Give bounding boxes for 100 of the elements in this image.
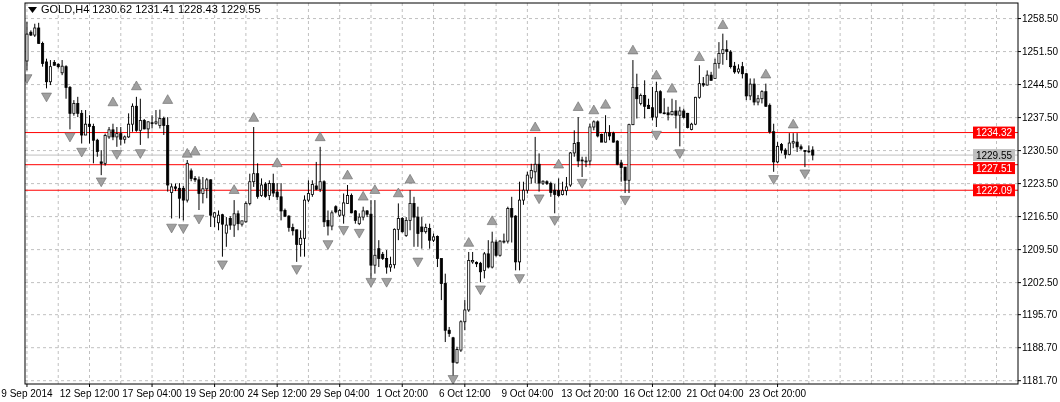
point [447, 375, 459, 384]
point [365, 278, 377, 288]
ref-line-label: 1222.09 [975, 184, 1013, 196]
candlestick [752, 77, 756, 106]
x-tick-label: 16 Oct 12:00 [623, 388, 682, 399]
candlestick [557, 177, 561, 198]
point [666, 83, 678, 93]
point [64, 132, 76, 143]
candlestick [224, 216, 228, 248]
point [322, 240, 334, 250]
point [291, 265, 303, 275]
point [193, 214, 205, 225]
point [178, 224, 189, 234]
candlestick [271, 173, 275, 198]
candlestick [119, 126, 123, 146]
candlestick [197, 176, 201, 211]
point [799, 169, 811, 179]
y-tick-label: 1258.50 [1022, 13, 1059, 25]
candlestick [158, 109, 162, 129]
ref-line-label: 1234.32 [975, 127, 1013, 139]
candlestick [232, 199, 236, 238]
x-tick-label: 24 Sep 12:00 [247, 388, 308, 399]
candlestick [486, 239, 490, 269]
x-tick-label: 17 Sep 04:00 [122, 388, 183, 399]
point [107, 96, 119, 107]
candlestick [138, 98, 142, 146]
candlestick [236, 209, 240, 231]
point [600, 99, 611, 109]
y-tick-label: 1223.50 [1022, 178, 1059, 190]
point [314, 131, 326, 141]
x-tick-label: 19 Sep 20:00 [184, 388, 245, 399]
y-tick-label: 1230.50 [1022, 145, 1059, 157]
point [131, 80, 142, 91]
point [514, 274, 525, 284]
point [627, 44, 639, 55]
x-tick-label: 6 Oct 12:00 [438, 388, 492, 399]
point [369, 184, 381, 194]
point [717, 19, 729, 29]
candlestick [260, 177, 263, 198]
candlestick [748, 77, 752, 101]
x-tick-label: 12 Sep 12:00 [59, 388, 120, 399]
point [353, 229, 365, 239]
candlestick [154, 109, 158, 126]
candlestick [84, 109, 88, 136]
candlestick [330, 209, 334, 231]
point [95, 177, 107, 188]
point [248, 112, 259, 122]
y-tick-label: 1237.50 [1022, 112, 1059, 124]
candlestick [553, 183, 557, 214]
x-tick-label: 13 Oct 20:00 [561, 388, 619, 399]
candlestick [314, 161, 318, 191]
candlestick [643, 79, 647, 120]
y-tick-label: 1181.70 [1022, 375, 1058, 387]
point [342, 169, 353, 180]
point [166, 223, 177, 234]
candlestick [342, 193, 346, 225]
point [651, 69, 662, 80]
point [549, 216, 561, 226]
point [412, 257, 424, 268]
point [162, 94, 173, 104]
point [576, 179, 588, 189]
candlestick [670, 98, 674, 116]
y-tick-label: 1202.50 [1022, 277, 1059, 289]
candlestick [678, 106, 682, 147]
candlestick [803, 149, 807, 168]
x-tick-label: 9 Oct 04:00 [501, 388, 554, 399]
candlestick [115, 126, 119, 148]
point [463, 237, 475, 247]
ref-line-label: 1227.51 [975, 162, 1013, 174]
chart-title: GOLD,H4 1230.62 1231.41 1228.43 1229.55 [41, 3, 261, 15]
candlestick [279, 182, 283, 221]
point [217, 260, 228, 270]
y-tick-label: 1244.50 [1022, 79, 1059, 91]
point [553, 158, 564, 169]
point [533, 194, 545, 204]
candlestick [385, 249, 389, 275]
candlestick [220, 213, 224, 258]
y-tick-label: 1188.70 [1022, 342, 1058, 354]
x-tick-label: 9 Sep 2014 [1, 388, 53, 399]
point [338, 226, 349, 236]
point [404, 174, 416, 184]
point [787, 118, 799, 129]
candlestick [795, 132, 799, 153]
candlestick [373, 199, 377, 275]
candlestick [420, 216, 424, 250]
point [189, 145, 201, 156]
point [475, 285, 486, 295]
point [486, 215, 498, 225]
point [674, 149, 686, 159]
x-tick-label: 29 Sep 04:00 [309, 388, 370, 399]
candlestick [150, 114, 154, 129]
x-tick-label: 1 Oct 20:00 [376, 388, 429, 399]
y-tick-label: 1251.50 [1022, 46, 1059, 58]
candlestick [666, 106, 670, 121]
ref-line-label: 1229.55 [975, 149, 1013, 161]
y-tick-label: 1209.50 [1022, 244, 1059, 256]
x-tick-label: 23 Oct 20:00 [748, 388, 807, 399]
point [768, 175, 779, 185]
y-tick-label: 1216.50 [1022, 211, 1059, 223]
candlestick [217, 209, 220, 231]
